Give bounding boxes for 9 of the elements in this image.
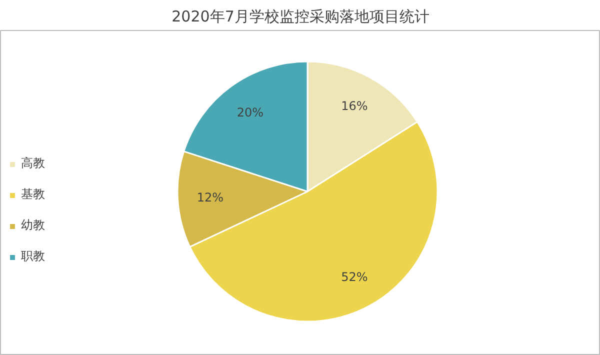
legend-label: 职教 [21, 248, 45, 265]
legend-label: 基教 [21, 186, 45, 203]
data-label: 52% [341, 270, 368, 284]
data-label: 16% [341, 99, 368, 114]
data-label: 12% [196, 190, 224, 205]
chart-title: 2020年7月学校监控采购落地项目统计 [172, 8, 430, 26]
legend-label: 幼教 [21, 217, 45, 234]
data-label: 20% [236, 106, 264, 120]
legend-label: 高教 [21, 155, 45, 172]
